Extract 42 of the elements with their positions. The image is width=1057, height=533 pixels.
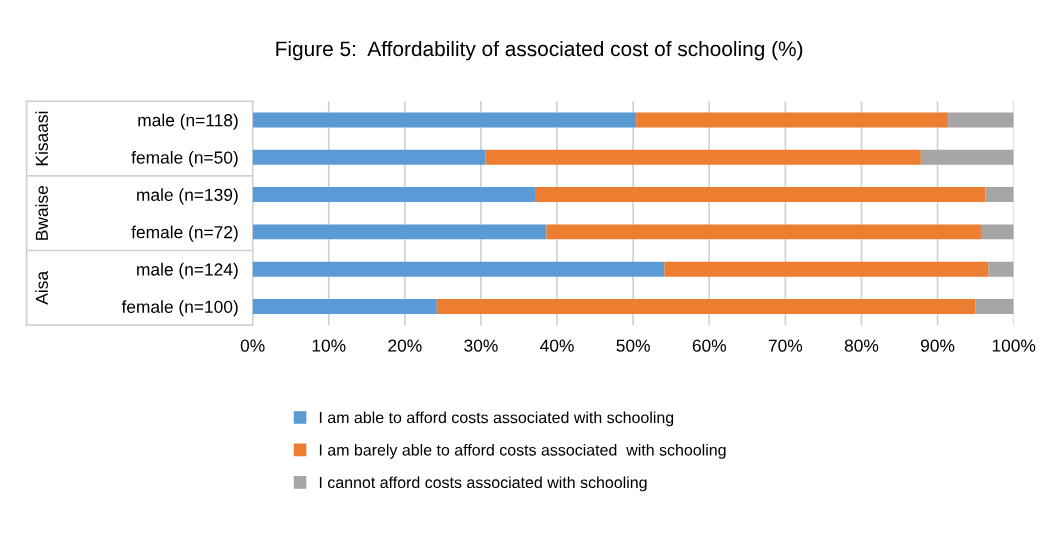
bar [252, 224, 547, 240]
bar [252, 261, 665, 277]
y-tick-label: female (n=72) [131, 225, 238, 242]
bar [485, 149, 921, 165]
x-tick-label: 40% [540, 339, 574, 352]
text: Kisaasi [35, 111, 48, 166]
x-tick-label: 20% [388, 339, 422, 352]
x-tick-label: 0% [240, 339, 265, 352]
bar [252, 299, 437, 314]
legend-label: I am able to afford costs associated with schooling [319, 411, 674, 427]
x-tick-label: 70% [768, 339, 803, 352]
y-tick-label: female (n=50) [131, 150, 238, 168]
legend-label: I am barely able to afford costs associated with schooling [319, 443, 726, 459]
bar [252, 112, 637, 128]
x-tick-label: 90% [921, 339, 955, 352]
bar [436, 299, 976, 314]
x-tick-label: 60% [692, 339, 726, 352]
text: Aisa [35, 270, 48, 305]
chart-title: Figure 5: Affordability of associated cost of schooling (%) [276, 40, 803, 61]
bar [988, 261, 1014, 277]
y-tick-label: male (n=124) [137, 262, 238, 280]
bar [534, 187, 986, 203]
text: Bwaise [35, 185, 48, 240]
bar [664, 261, 989, 277]
bar [252, 149, 486, 165]
bar [975, 299, 1014, 314]
bar [948, 112, 1014, 128]
y-tick-label: male (n=118) [138, 113, 238, 130]
bar [920, 149, 1014, 165]
x-tick-label: 30% [464, 339, 498, 352]
bar [252, 187, 535, 203]
legend-label: I cannot afford costs associated with schooling [319, 476, 647, 492]
x-tick-label: 100% [992, 339, 1036, 352]
bar [636, 112, 949, 128]
y-tick-label: female (n=100) [121, 300, 238, 317]
x-tick-label: 10% [312, 339, 346, 352]
bar [546, 224, 981, 240]
y-tick-label: male (n=139) [137, 188, 238, 205]
x-tick-label: 50% [616, 339, 650, 352]
bar [980, 224, 1014, 240]
x-tick-label: 80% [844, 339, 879, 352]
bar [985, 187, 1014, 203]
